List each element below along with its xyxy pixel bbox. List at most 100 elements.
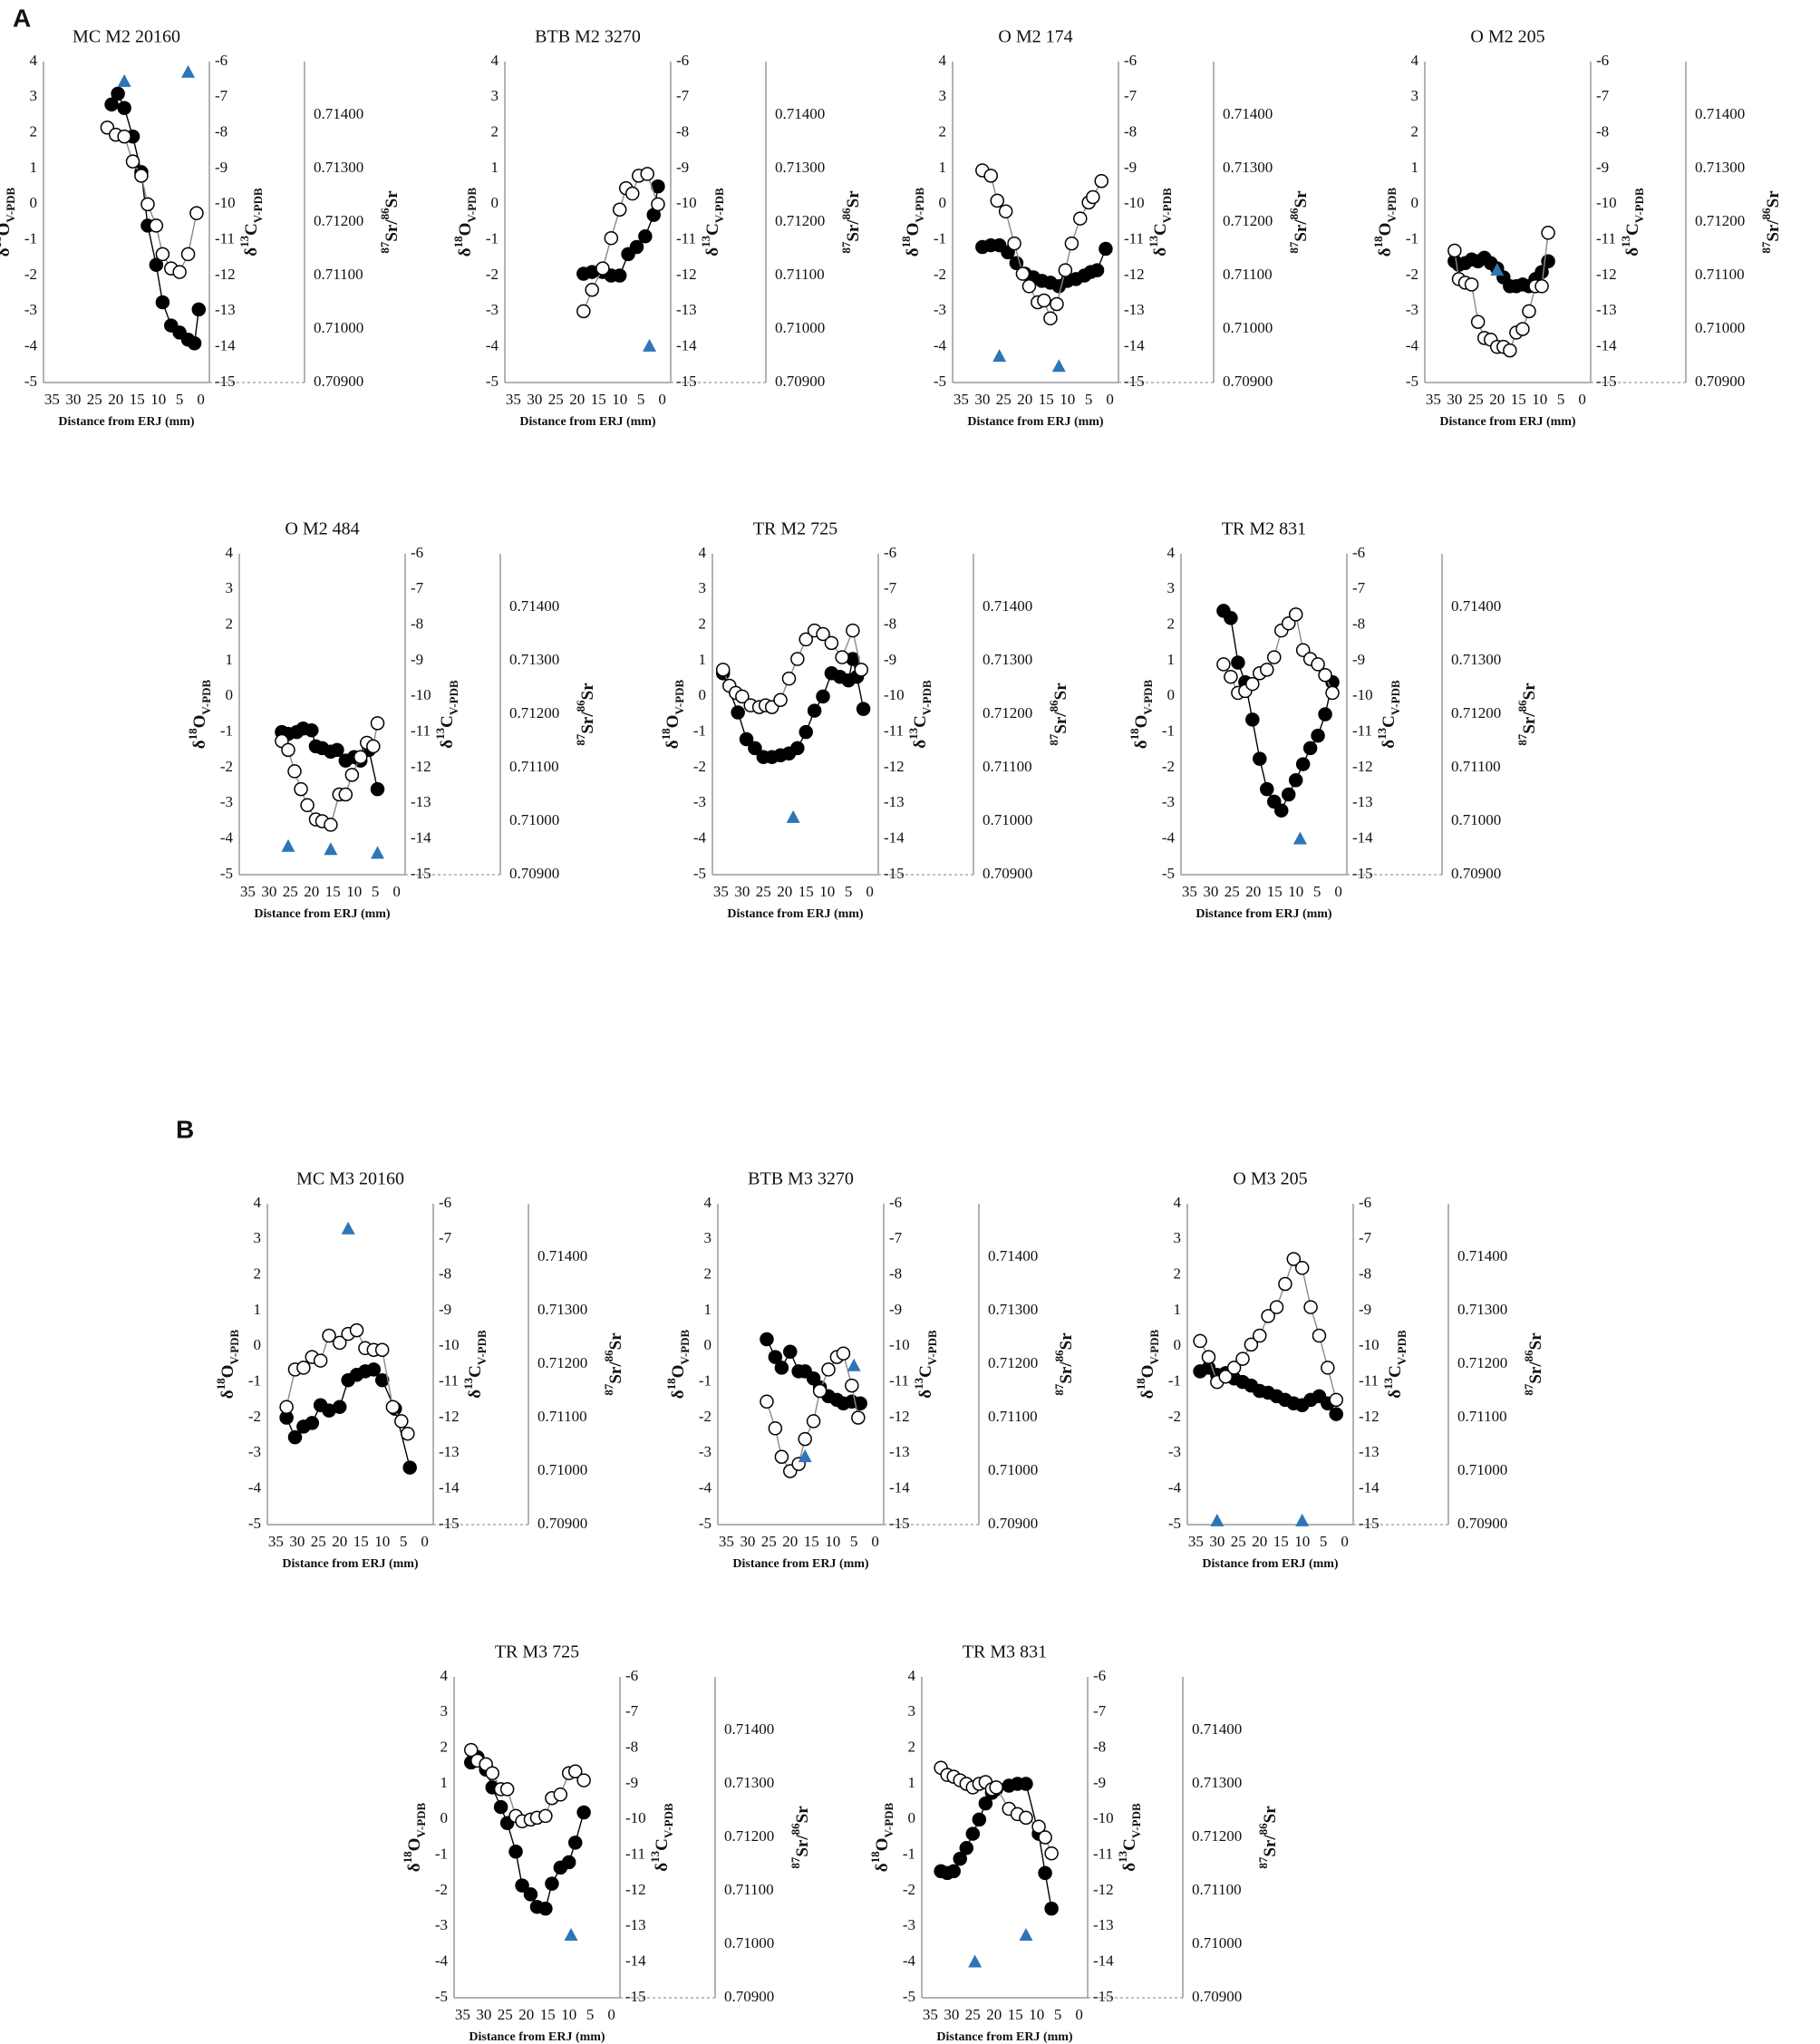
y2-tick-label: -7 [1093, 1702, 1107, 1719]
label-part: C [703, 223, 722, 236]
open-point [1321, 1361, 1335, 1375]
open-point [1007, 236, 1021, 251]
y-axis-label: δ18OV-PDB [214, 1329, 241, 1399]
y3-tick-label: 0.71100 [983, 758, 1032, 775]
label-part: Sr [382, 190, 402, 208]
y2-tick-label: -8 [1124, 123, 1137, 140]
y2-tick-label: -8 [215, 123, 228, 140]
y3-tick-label: 0.71200 [1451, 704, 1501, 722]
y-tick-label: 1 [440, 1774, 449, 1791]
label-part: V-PDB [251, 188, 265, 223]
y2-tick-label: -9 [1352, 651, 1365, 668]
y3-axis-label: 87Sr/86Sr [602, 1332, 625, 1396]
y2-tick-label: -11 [439, 1372, 459, 1390]
y3-tick-label: 0.71200 [1192, 1827, 1242, 1845]
y2-tick-label: -10 [884, 686, 905, 703]
label-part: 86 [1759, 208, 1773, 220]
y-tick-label: 4 [226, 544, 234, 561]
filled-point [965, 1826, 981, 1841]
open-point [824, 635, 839, 651]
y-axis-label: δ18OV-PDB [664, 1329, 692, 1399]
sr-point [371, 846, 384, 859]
y-tick-label: 3 [254, 1229, 262, 1246]
x-axis-label: Distance from ERJ (mm) [936, 2030, 1073, 2044]
filled-point [523, 1887, 538, 1902]
x-tick-label: 10 [561, 2006, 576, 2023]
open-point [1043, 311, 1058, 325]
label-part: 86 [574, 700, 587, 712]
x-tick-label: 25 [498, 2006, 513, 2023]
open-point [1534, 279, 1549, 294]
y-tick-label: 4 [254, 1194, 262, 1211]
label-part: V-PDB [673, 679, 686, 714]
filled-point [576, 1805, 591, 1820]
x-tick-label: 5 [176, 391, 184, 408]
y-tick-label: 4 [491, 52, 499, 69]
x-tick-label: 0 [392, 883, 401, 900]
filled-point [790, 741, 805, 756]
y2-tick-label: -8 [884, 615, 896, 633]
x-tick-label: 15 [540, 2006, 556, 2023]
filled-point [783, 1344, 798, 1359]
y3-tick-label: 0.71400 [1457, 1247, 1507, 1264]
y3-axis-label: 87Sr/86Sr [378, 190, 402, 254]
y-tick-label: 3 [908, 1702, 916, 1719]
y-tick-label: -1 [435, 1845, 448, 1863]
label-part: V-PDB [920, 680, 934, 715]
y-tick-label: 0 [699, 686, 707, 703]
label-part: C [1151, 223, 1170, 236]
label-part: V-PDB [475, 1330, 489, 1365]
open-point [1329, 1392, 1343, 1408]
x-tick-label: 25 [996, 391, 1012, 408]
sr-point [564, 1927, 578, 1941]
filled-point [1311, 728, 1325, 743]
y3-tick-label: 0.70900 [1457, 1515, 1507, 1532]
y2-tick-label: -15 [439, 1515, 460, 1532]
x-tick-label: 35 [506, 391, 521, 408]
y-tick-label: -3 [699, 1443, 712, 1460]
y3-tick-label: 0.71400 [988, 1247, 1038, 1264]
label-part: 87 [1256, 1856, 1270, 1869]
y3-tick-label: 0.71200 [314, 212, 363, 229]
open-point [149, 218, 164, 233]
y-tick-label: 4 [1167, 544, 1176, 561]
filled-point [187, 335, 202, 351]
filled-point [774, 1361, 789, 1375]
x-tick-label: 30 [974, 391, 990, 408]
label-part: 13 [912, 1377, 925, 1390]
y3-tick-label: 0.71200 [775, 212, 825, 229]
sr-point [992, 349, 1007, 363]
y3-tick-label: 0.71100 [537, 1408, 587, 1425]
label-part: δ [218, 1390, 237, 1399]
filled-point [946, 1864, 961, 1879]
y-tick-label: -3 [24, 301, 37, 318]
chart-title: MC M2 20160 [73, 27, 180, 47]
x-tick-label: 15 [1273, 1533, 1289, 1550]
y-tick-label: -5 [486, 373, 499, 390]
y-tick-label: 2 [254, 1265, 262, 1283]
label-part: 86 [1287, 208, 1301, 220]
y2-tick-label: -8 [1093, 1739, 1106, 1756]
label-part: δ [438, 740, 457, 749]
filled-point [638, 228, 653, 244]
x-axis-label: Distance from ERJ (mm) [469, 2030, 605, 2044]
filled-point [287, 1429, 303, 1445]
y3-tick-label: 0.71400 [509, 597, 559, 615]
label-part: Sr/ [1051, 712, 1070, 734]
label-part: Sr [793, 1806, 812, 1824]
label-part: δ [466, 1390, 485, 1399]
y2-tick-label: -11 [884, 722, 904, 740]
y2-tick-label: -8 [411, 615, 423, 633]
label-part: 86 [602, 1350, 615, 1362]
y2-tick-label: -11 [215, 230, 235, 247]
filled-point [1329, 1407, 1343, 1421]
open-point [1503, 343, 1517, 358]
label-part: 86 [1047, 700, 1060, 712]
y2-tick-label: -13 [1359, 1443, 1380, 1460]
open-point [1245, 676, 1260, 692]
label-part: 18 [1134, 1378, 1147, 1390]
y2-tick-label: -7 [1596, 87, 1610, 104]
open-point [1021, 279, 1037, 294]
x-tick-label: 0 [1075, 2006, 1083, 2023]
open-point [394, 1414, 409, 1429]
